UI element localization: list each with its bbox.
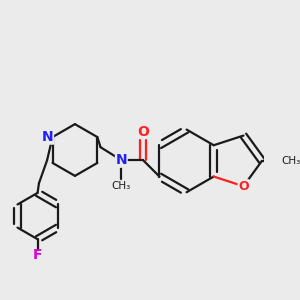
Text: N: N — [42, 130, 53, 144]
Text: O: O — [137, 124, 149, 139]
Text: F: F — [33, 248, 42, 262]
Text: CH₃: CH₃ — [112, 181, 131, 191]
Text: CH₃: CH₃ — [281, 156, 300, 166]
Text: N: N — [116, 153, 127, 167]
Text: O: O — [238, 180, 249, 193]
